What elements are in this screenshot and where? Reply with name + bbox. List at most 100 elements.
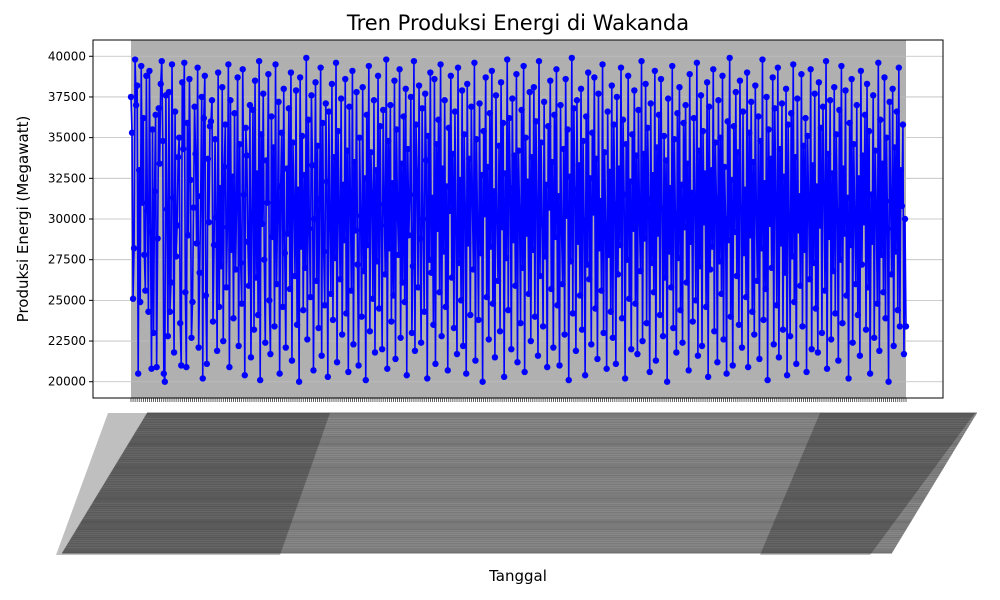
data-point bbox=[427, 69, 434, 76]
data-point bbox=[784, 121, 792, 128]
data-point bbox=[423, 157, 430, 164]
data-point bbox=[230, 315, 237, 322]
data-point bbox=[868, 238, 876, 245]
data-point bbox=[159, 137, 166, 145]
data-point bbox=[257, 131, 265, 138]
data-point bbox=[663, 378, 671, 385]
data-point bbox=[582, 113, 590, 120]
data-point bbox=[487, 243, 495, 250]
data-point bbox=[456, 176, 464, 184]
data-point bbox=[245, 282, 253, 289]
data-point bbox=[157, 80, 164, 88]
data-point bbox=[675, 254, 682, 262]
data-point bbox=[435, 116, 442, 123]
data-point bbox=[511, 152, 518, 159]
data-point bbox=[178, 362, 185, 369]
data-point bbox=[433, 140, 440, 148]
data-point bbox=[233, 202, 240, 210]
data-point bbox=[694, 352, 702, 359]
data-point bbox=[778, 100, 786, 107]
data-point bbox=[325, 108, 333, 115]
data-point bbox=[552, 233, 559, 241]
data-point bbox=[155, 105, 162, 112]
data-point bbox=[873, 206, 880, 213]
data-point bbox=[142, 287, 149, 294]
data-point bbox=[537, 139, 545, 146]
data-point bbox=[300, 306, 307, 314]
data-point bbox=[860, 219, 868, 226]
data-point bbox=[471, 59, 478, 66]
data-point bbox=[296, 74, 304, 81]
data-point bbox=[394, 209, 401, 216]
data-point bbox=[481, 210, 488, 218]
data-point bbox=[817, 124, 825, 132]
data-point bbox=[637, 267, 644, 275]
data-point bbox=[430, 321, 437, 328]
data-point bbox=[721, 163, 728, 171]
data-point bbox=[411, 347, 419, 355]
data-point bbox=[301, 171, 308, 179]
data-point bbox=[445, 124, 452, 132]
data-point bbox=[626, 295, 633, 302]
data-point bbox=[774, 64, 782, 71]
data-point bbox=[827, 336, 835, 343]
data-point bbox=[397, 334, 404, 341]
data-point bbox=[164, 332, 172, 340]
data-point bbox=[699, 127, 707, 135]
data-point bbox=[492, 92, 500, 99]
data-point bbox=[509, 95, 516, 102]
data-point bbox=[662, 157, 670, 164]
y-tick-label: 37500 bbox=[48, 90, 86, 104]
data-point bbox=[592, 305, 599, 312]
data-point bbox=[374, 72, 382, 80]
data-point bbox=[320, 248, 327, 255]
data-point bbox=[385, 137, 392, 145]
y-tick-label: 25000 bbox=[48, 293, 86, 307]
data-point bbox=[711, 328, 718, 335]
data-point bbox=[457, 297, 465, 304]
data-point bbox=[311, 215, 318, 223]
data-point bbox=[871, 334, 878, 341]
data-point bbox=[175, 134, 183, 141]
data-point bbox=[384, 365, 391, 372]
data-point bbox=[580, 217, 588, 224]
data-point bbox=[278, 129, 285, 136]
data-point bbox=[533, 199, 541, 206]
data-point bbox=[270, 144, 277, 151]
data-point bbox=[720, 336, 727, 343]
data-point bbox=[641, 235, 648, 242]
data-point bbox=[622, 140, 630, 148]
data-point bbox=[412, 121, 420, 128]
data-point bbox=[690, 114, 697, 122]
data-point bbox=[746, 232, 754, 239]
data-point bbox=[379, 106, 387, 114]
data-point bbox=[640, 150, 647, 158]
data-point bbox=[308, 92, 315, 99]
data-point bbox=[703, 79, 711, 86]
x-tick-labels-overlapping bbox=[62, 412, 977, 554]
data-point bbox=[224, 223, 231, 231]
data-point bbox=[189, 298, 196, 306]
data-point bbox=[295, 378, 303, 385]
data-point bbox=[526, 88, 533, 96]
data-point bbox=[796, 193, 803, 200]
data-point bbox=[636, 214, 643, 221]
data-point bbox=[902, 323, 910, 330]
data-point bbox=[569, 310, 577, 317]
data-point bbox=[700, 219, 708, 226]
data-point bbox=[732, 88, 740, 96]
data-point bbox=[882, 315, 889, 322]
data-point bbox=[893, 108, 900, 115]
data-point bbox=[586, 276, 593, 283]
data-point bbox=[657, 75, 665, 83]
data-point bbox=[500, 373, 508, 381]
data-point bbox=[469, 196, 476, 203]
data-point bbox=[624, 72, 632, 80]
data-point bbox=[646, 368, 653, 376]
data-point bbox=[801, 246, 808, 254]
data-point bbox=[705, 103, 713, 110]
data-point bbox=[488, 67, 496, 75]
data-point bbox=[243, 152, 251, 159]
data-point bbox=[263, 157, 270, 164]
data-point bbox=[576, 292, 584, 299]
